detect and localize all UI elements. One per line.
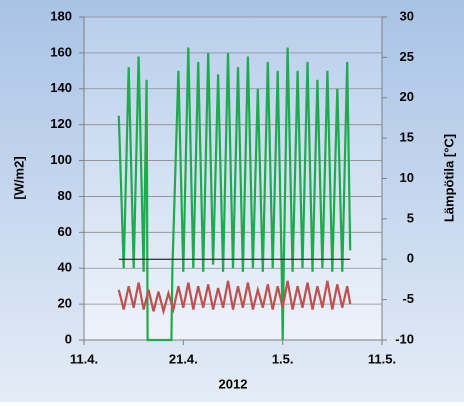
y2-tick-label: -10 [395,331,414,346]
y2-axis-title: Lämpötila [°C] [441,134,456,222]
plot-area [84,17,382,340]
x-tick-label: 11.4. [70,351,98,366]
y-tick-label: 40 [58,260,72,275]
y-tick-label: 140 [50,80,72,95]
y2-tick-label: 15 [400,130,414,145]
y-tick-label: 20 [58,296,72,311]
data-line [117,280,352,316]
y2-tick-label: -5 [402,291,414,306]
y-tick-label: 0 [65,331,72,346]
data-line [117,47,352,342]
y-axis-title: [W/m2] [11,156,26,199]
y-tick-label: 180 [50,8,72,23]
y2-tick-label: 25 [400,49,414,64]
x-tick-label: 1.5. [272,351,294,366]
y2-tick-label: 5 [407,210,414,225]
x-axis-title: 2012 [219,376,248,391]
y2-tick-label: 10 [400,170,414,185]
y-tick-label: 160 [50,44,72,59]
y2-tick-label: 20 [400,89,414,104]
y2-tick-label: 30 [400,8,414,23]
y-tick-label: 60 [58,224,72,239]
x-tick-label: 11.5. [368,351,396,366]
y-tick-label: 80 [58,188,72,203]
x-tick-label: 21.4. [169,351,198,366]
y-tick-label: 120 [50,116,72,131]
y-tick-label: 100 [50,152,72,167]
y2-tick-label: 0 [407,251,414,266]
